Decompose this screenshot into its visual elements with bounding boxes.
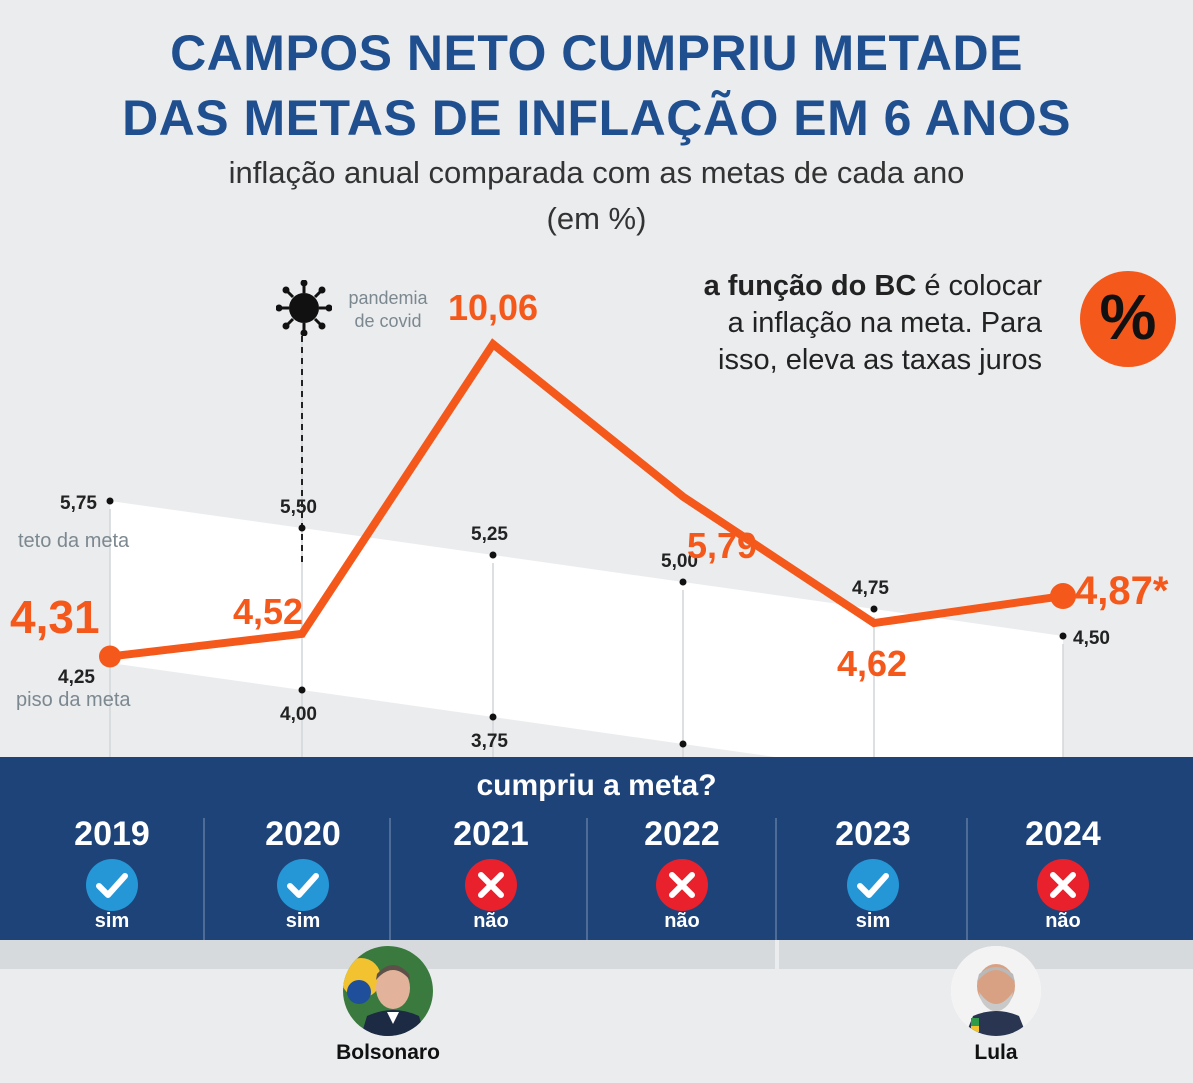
divider (966, 818, 968, 940)
ceiling-value-label: 5,25 (471, 524, 508, 545)
goal-status-label: não (1045, 910, 1081, 932)
ceiling-label: teto da meta (18, 530, 130, 552)
goal-status-label: sim (285, 910, 321, 932)
goal-status-label: sim (94, 910, 130, 932)
virus-icon (276, 280, 332, 336)
page-title-line2: DAS METAS DE INFLAÇÃO EM 6 ANOS (122, 90, 1071, 146)
ceiling-value-label: 5,75 (60, 493, 97, 514)
year-label: 2021 (453, 815, 529, 853)
floor-point (679, 740, 687, 748)
inflation-point (1050, 583, 1076, 610)
floor-point (489, 713, 497, 721)
bc-note: a função do BC é colocar a inflação na m… (600, 268, 1042, 379)
ceiling-point (1059, 632, 1067, 640)
cross-icon (656, 859, 708, 911)
bc-note-line2: a inflação na meta. Para (727, 307, 1042, 340)
bc-note-line1: é colocar (916, 270, 1042, 302)
ceiling-value-label: 4,50 (1073, 628, 1110, 649)
covid-annotation: pandemia de covid (338, 287, 438, 332)
floor-label: piso da meta (16, 689, 131, 711)
year-label: 2020 (265, 815, 341, 853)
inflation-value-label: 4,87* (1075, 569, 1169, 613)
ceiling-point (106, 497, 114, 505)
covid-label-line1: pandemia (348, 288, 428, 308)
goal-panel-title: cumpriu a meta? (476, 769, 717, 802)
percent-badge-icon: % (1080, 271, 1176, 367)
cross-icon (1037, 859, 1089, 911)
check-icon (847, 859, 899, 911)
inflation-point (99, 645, 121, 668)
year-label: 2024 (1025, 815, 1101, 853)
inflation-value-label: 4,31 (10, 591, 100, 643)
ceiling-value-label: 5,00 (661, 551, 698, 572)
divider (389, 818, 391, 940)
inflation-value-label: 4,52 (233, 591, 303, 632)
subtitle-line1: inflação anual comparada com as metas de… (228, 155, 965, 190)
president-name: Lula (974, 1041, 1018, 1064)
inflation-chart: 5,755,505,255,004,754,504,254,003,753,50… (10, 287, 1169, 760)
inflation-value-label: 5,79 (687, 525, 757, 566)
divider (775, 818, 777, 940)
covid-label-line2: de covid (354, 310, 422, 331)
ceiling-point (298, 524, 306, 532)
goal-status-label: não (664, 910, 700, 932)
bc-note-bold: a função do BC (703, 270, 917, 302)
goal-status-label: sim (855, 910, 891, 932)
year-label: 2019 (74, 815, 150, 853)
subtitle-line2: (em %) (546, 201, 647, 236)
check-icon (86, 859, 138, 911)
floor-value-label: 3,75 (471, 731, 508, 752)
page-title-line1: CAMPOS NETO CUMPRIU METADE (170, 25, 1023, 81)
ceiling-point (870, 605, 878, 613)
inflation-value-label: 10,06 (448, 287, 538, 328)
floor-point (298, 686, 306, 694)
lula-portrait (951, 946, 1041, 1036)
cross-icon (465, 859, 517, 911)
ceiling-value-label: 5,50 (280, 497, 317, 518)
year-label: 2022 (644, 815, 720, 853)
divider (203, 818, 205, 940)
floor-value-label: 4,25 (58, 667, 95, 688)
bc-note-line3: isso, eleva as taxas juros (718, 344, 1042, 377)
divider (586, 818, 588, 940)
bolsonaro-portrait (343, 946, 433, 1036)
check-icon (277, 859, 329, 911)
ceiling-point (679, 578, 687, 586)
goal-status-label: não (473, 910, 509, 932)
floor-value-label: 4,00 (280, 704, 317, 725)
inflation-value-label: 4,62 (837, 643, 907, 684)
president-name: Bolsonaro (336, 1041, 440, 1064)
ceiling-point (489, 551, 497, 559)
inflation-line (106, 338, 1067, 661)
ceiling-value-label: 4,75 (852, 578, 889, 599)
goal-panel (0, 757, 1193, 940)
year-label: 2023 (835, 815, 911, 853)
